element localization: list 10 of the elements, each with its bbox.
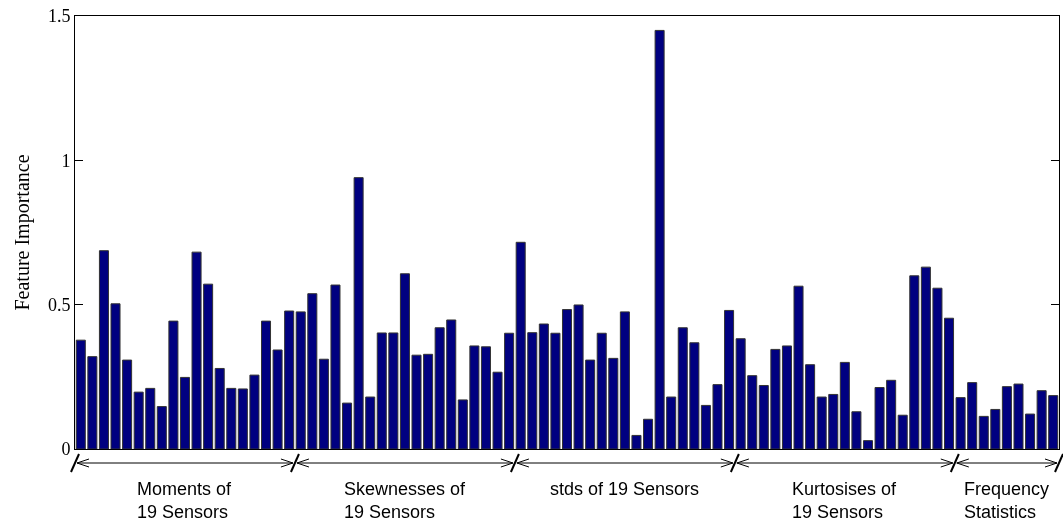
y-tick-label: 0: [61, 439, 71, 460]
text: stds of 19 Sensors: [550, 479, 700, 499]
text: Moments of 19 Sensors: [137, 479, 233, 523]
text: Frequency Statistics: [964, 479, 1050, 523]
text: Skewnesses of 19 Sensors: [344, 479, 467, 523]
y-axis-title: Feature Importance: [11, 154, 35, 311]
text: Kurtosises of 19 Sensors: [792, 479, 898, 523]
y-tick-label: 0.5: [47, 294, 71, 315]
y-tick-label: 1.5: [47, 6, 71, 27]
y-tick-label: 1: [61, 150, 71, 171]
